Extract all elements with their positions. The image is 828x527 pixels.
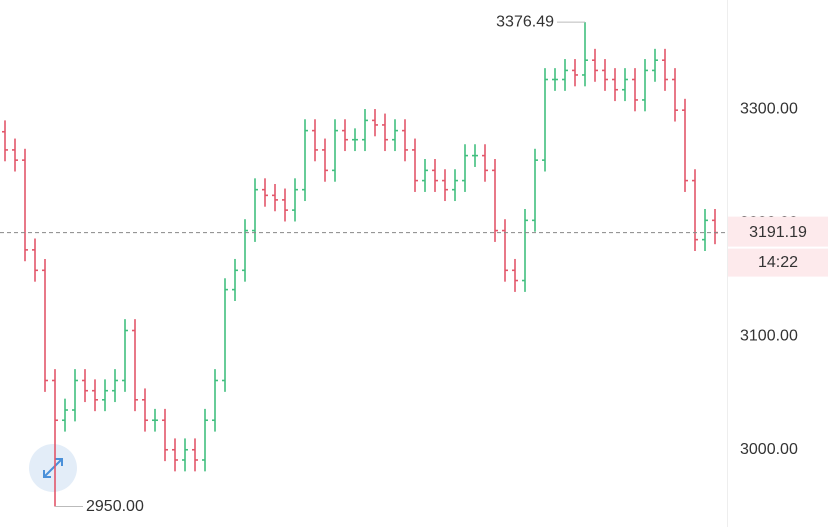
ohlc-bar: [2, 120, 8, 162]
ohlc-bar: [112, 369, 118, 403]
ohlc-bar: [92, 379, 98, 412]
countdown-box: [728, 248, 828, 277]
ohlc-bar: [462, 144, 468, 192]
ohlc-bar: [132, 319, 138, 412]
ohlc-bar: [262, 178, 268, 207]
ohlc-bar: [12, 138, 18, 172]
ohlc-bar: [252, 178, 258, 242]
ohlc-bar: [362, 109, 368, 152]
ohlc-bar: [452, 169, 458, 202]
ohlc-bar: [232, 258, 238, 301]
ohlc-bar: [512, 258, 518, 292]
ohlc-bar: [552, 68, 558, 91]
ohlc-bar: [412, 138, 418, 192]
ohlc-bar: [582, 22, 588, 87]
ohlc-bar: [272, 183, 278, 212]
ohlc-bar: [72, 369, 78, 422]
ohlc-bar: [382, 113, 388, 152]
ohlc-bar: [682, 98, 688, 192]
ohlc-bar: [562, 59, 568, 91]
ohlc-bar: [662, 48, 668, 91]
ohlc-bar: [172, 438, 178, 472]
ohlc-bar: [572, 59, 578, 87]
ohlc-bar: [352, 128, 358, 152]
ohlc-bar: [282, 188, 288, 222]
ohlc-bar: [82, 369, 88, 403]
ohlc-bar: [292, 178, 298, 222]
ohlc-bar: [502, 219, 508, 282]
ohlc-bar: [542, 68, 548, 172]
ohlc-bar: [202, 408, 208, 472]
ohlc-bar: [692, 169, 698, 252]
ohlc-bar: [342, 119, 348, 152]
ohlc-bar: [102, 379, 108, 412]
ohlc-bar: [372, 109, 378, 137]
y-tick-label: 3100.00: [740, 327, 798, 344]
ohlc-bar: [152, 408, 158, 432]
ohlc-bar: [162, 408, 168, 462]
ohlc-bar: [62, 398, 68, 432]
ohlc-bar: [312, 119, 318, 162]
ohlc-bar: [532, 148, 538, 232]
ohlc-bar: [522, 208, 528, 292]
ohlc-bar: [332, 119, 338, 182]
ohlc-bar: [392, 119, 398, 152]
ohlc-bar: [142, 388, 148, 432]
y-tick-label: 3000.00: [740, 441, 798, 458]
ohlc-bar: [182, 438, 188, 472]
low-marker-label: 2950.00: [86, 498, 144, 515]
ohlc-bar: [442, 169, 448, 202]
ohlc-bar: [672, 68, 678, 122]
ohlc-bar: [712, 208, 718, 245]
last-price-label: 3191.19: [749, 224, 807, 241]
ohlc-bar: [602, 59, 608, 91]
ohlc-bar: [592, 48, 598, 82]
ohlc-bar: [642, 59, 648, 112]
ohlc-bar: [52, 369, 58, 507]
ohlc-bar: [492, 159, 498, 242]
ohlc-bar: [702, 208, 708, 252]
last-price-box: [728, 216, 828, 247]
y-tick-label: 3300.00: [740, 100, 798, 117]
ohlc-bar: [32, 238, 38, 282]
countdown-label: 14:22: [758, 254, 798, 271]
ohlc-bar: [22, 148, 28, 262]
ohlc-bar: [322, 138, 328, 182]
ohlc-bar: [632, 68, 638, 112]
ohlc-bar: [402, 119, 408, 162]
expand-icon: [43, 458, 63, 478]
ohlc-bar: [482, 144, 488, 182]
expand-button[interactable]: [29, 444, 77, 492]
ohlc-bar: [222, 278, 228, 392]
ohlc-bar: [652, 48, 658, 82]
ohlc-bar: [302, 119, 308, 202]
ohlc-bar: [422, 159, 428, 192]
ohlc-bar: [432, 159, 438, 192]
ohlc-bar: [242, 219, 248, 282]
ohlc-bar: [42, 258, 48, 392]
ohlc-bar: [622, 68, 628, 102]
ohlc-bar: [612, 68, 618, 102]
ohlc-bar: [472, 144, 478, 167]
ohlc-bar: [192, 438, 198, 472]
high-marker-label: 3376.49: [496, 13, 554, 30]
ohlc-bar: [122, 319, 128, 392]
ohlc-bar: [212, 369, 218, 432]
